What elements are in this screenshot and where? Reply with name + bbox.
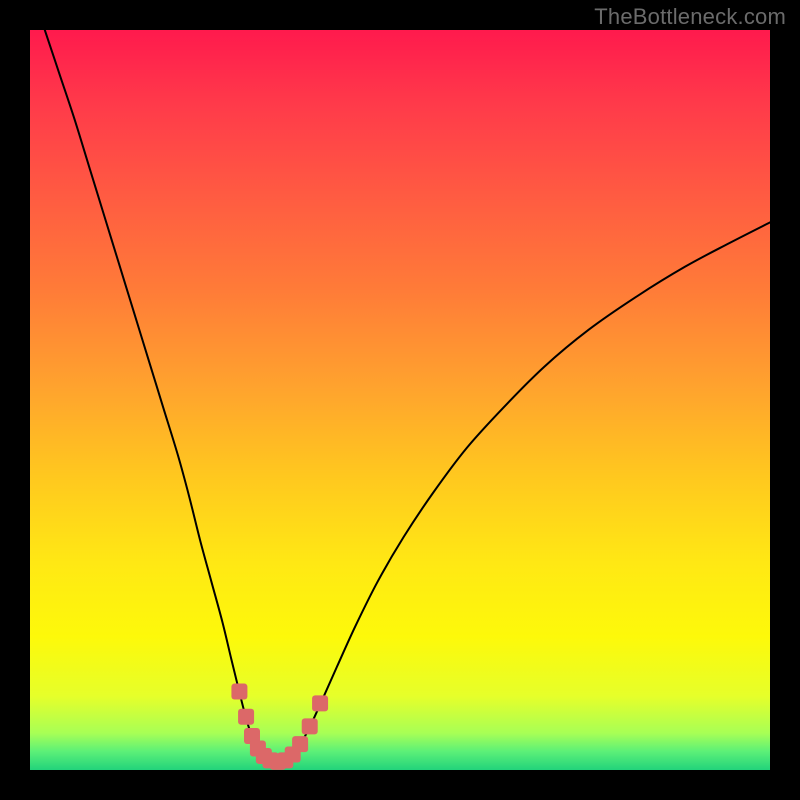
- highlight-marker: [238, 709, 254, 725]
- bottleneck-curve-chart: [30, 30, 770, 770]
- highlight-marker: [231, 684, 247, 700]
- plot-area: [30, 30, 770, 770]
- chart-container: TheBottleneck.com: [0, 0, 800, 800]
- highlight-marker: [312, 695, 328, 711]
- watermark-text: TheBottleneck.com: [594, 4, 786, 30]
- highlight-marker: [302, 718, 318, 734]
- chart-background: [30, 30, 770, 770]
- highlight-marker: [292, 736, 308, 752]
